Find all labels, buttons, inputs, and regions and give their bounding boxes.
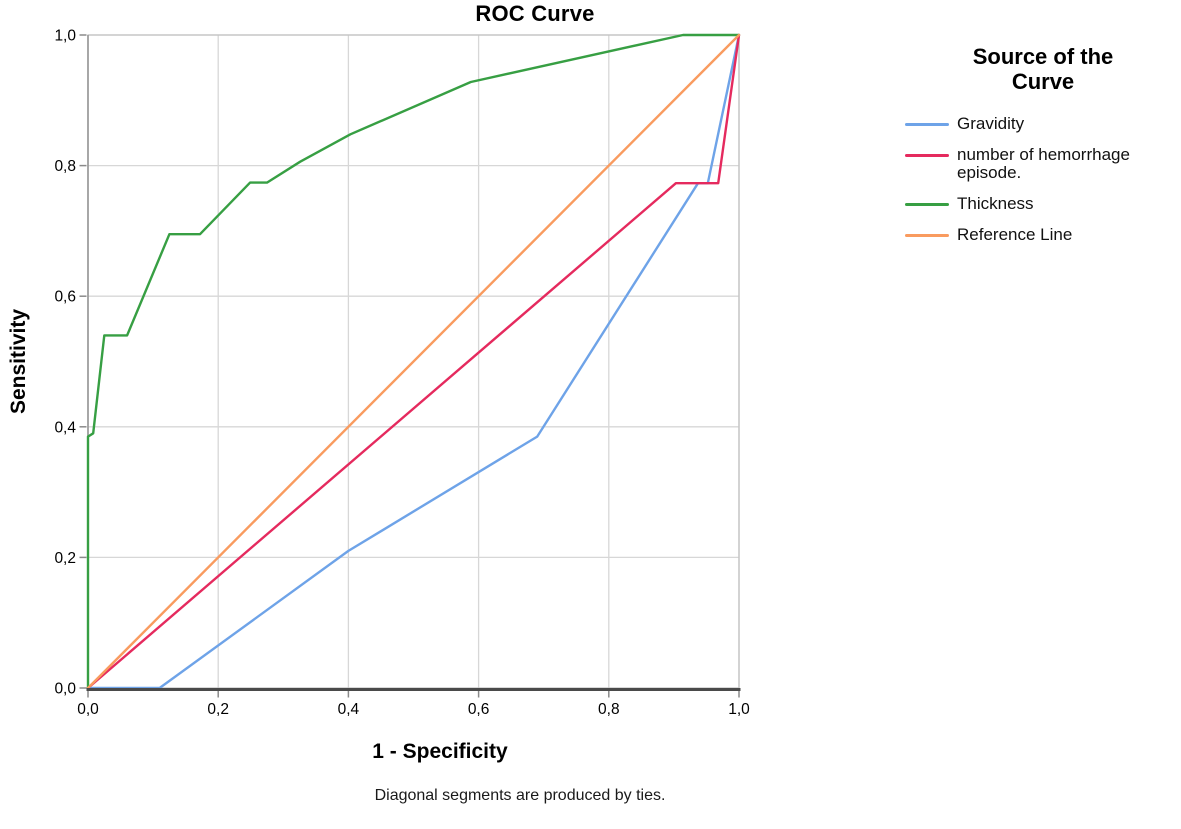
legend-entry: Thickness [905,195,1181,213]
x-tick-label: 0,0 [77,701,99,718]
legend-entry: Reference Line [905,226,1181,244]
legend-entry: Gravidity [905,115,1181,133]
x-axis-label: 1 - Specificity [372,740,508,763]
legend-entry-label: number of hemorrhage episode. [957,145,1130,182]
y-tick-label: 0,8 [54,158,76,175]
y-axis-label: Sensitivity [7,308,30,415]
x-tick-label: 0,6 [468,701,490,718]
legend-entry-label: Gravidity [957,114,1025,133]
y-tick-label: 0,6 [54,289,76,306]
y-tick-label: 0,2 [54,550,76,567]
y-tick-label: 0,0 [54,681,76,698]
legend-title: Source of the Curve [972,44,1114,94]
x-tick-label: 0,2 [207,701,229,718]
plot-area: 0,00,0 0,2 0,2 0,4 0,4 0,6 0,6 0,8 0,8 1,0 1,0 [54,28,750,719]
legend-swatch-icon [905,203,949,206]
y-tick-label: 0,4 [54,419,76,436]
footnote: Diagonal segments are produced by ties. [374,787,666,804]
chart-title: ROC Curve [475,1,595,26]
roc-curve-3 [86,33,741,690]
x-tick-label: 0,4 [338,701,360,718]
x-tick-label: 1,0 [728,701,750,718]
x-tick-label: 0,8 [598,701,620,718]
legend-entries: Gravidity number of hemorrhage episode. Th… [905,115,1181,244]
roc-curve-4 [86,33,741,690]
legend-entry-label: Thickness [957,194,1034,213]
legend-swatch-icon [905,154,949,157]
legend-swatch-icon [905,123,949,126]
legend-entry-label: Reference Line [957,225,1073,244]
legend-swatch-icon [905,234,949,237]
legend: Source of the Curve Gravidity number of h… [905,44,1181,257]
roc-curve-2 [86,33,741,690]
y-tick-label: 1,0 [54,28,76,45]
legend-entry: number of hemorrhage episode. [905,146,1181,182]
